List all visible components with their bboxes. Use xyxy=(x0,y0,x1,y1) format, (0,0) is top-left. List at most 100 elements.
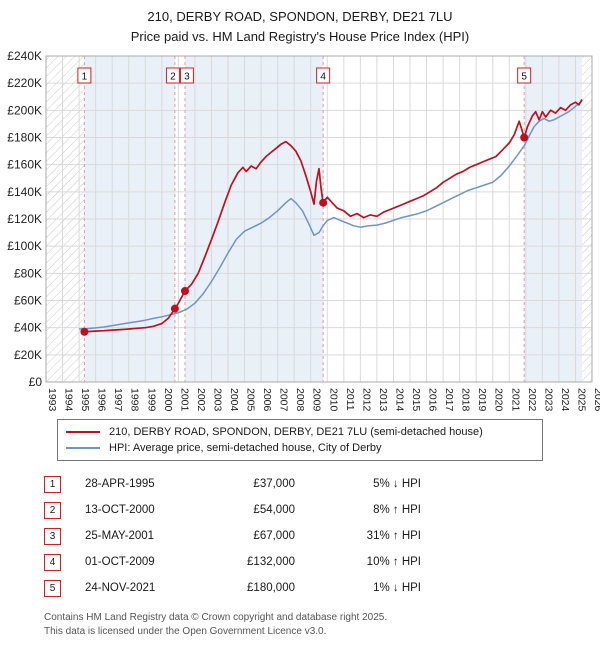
transaction-date: 13-OCT-2000 xyxy=(85,504,155,516)
transaction-number-badge: 4 xyxy=(44,553,61,571)
sale-marker xyxy=(80,327,89,336)
svg-text:2006: 2006 xyxy=(261,388,273,412)
svg-text:2014: 2014 xyxy=(393,388,405,412)
plot-border xyxy=(45,55,593,383)
sale-number: 4 xyxy=(320,72,326,83)
property-line-swatch xyxy=(66,431,100,433)
transaction-hpi-delta: 10% ↑ HPI xyxy=(366,556,421,568)
transaction-row: 4 01-OCT-2009 £132,000 10% ↑ HPI xyxy=(44,549,600,575)
svg-text:2010: 2010 xyxy=(327,388,339,412)
svg-text:1997: 1997 xyxy=(112,388,124,412)
transaction-hpi-delta: 5% ↓ HPI xyxy=(373,478,421,490)
svg-text:£20K: £20K xyxy=(14,348,42,362)
transaction-row: 2 13-OCT-2000 £54,000 8% ↑ HPI xyxy=(44,497,600,523)
transaction-date: 25-MAY-2001 xyxy=(85,530,155,542)
svg-text:2021: 2021 xyxy=(509,388,521,412)
transaction-price: £67,000 xyxy=(253,530,295,542)
svg-text:2000: 2000 xyxy=(162,388,174,412)
transaction-number-badge: 5 xyxy=(44,579,61,597)
svg-text:1994: 1994 xyxy=(63,388,75,412)
sale-number-box xyxy=(179,67,194,84)
transaction-price: £180,000 xyxy=(247,582,295,594)
transaction-row: 3 25-MAY-2001 £67,000 31% ↑ HPI xyxy=(44,523,600,549)
transaction-date: 24-NOV-2021 xyxy=(85,582,156,594)
transaction-date: 01-OCT-2009 xyxy=(85,556,155,568)
svg-text:2002: 2002 xyxy=(195,388,207,412)
svg-text:2015: 2015 xyxy=(410,388,422,412)
svg-text:£0: £0 xyxy=(29,375,43,389)
svg-text:1995: 1995 xyxy=(79,388,91,412)
hpi-line-swatch xyxy=(66,447,100,449)
page-subtitle: Price paid vs. HM Land Registry's House … xyxy=(130,28,470,44)
svg-text:1998: 1998 xyxy=(129,388,141,412)
chart-legend: 210, DERBY ROAD, SPONDON, DERBY, DE21 7L… xyxy=(57,419,543,461)
transaction-date: 28-APR-1995 xyxy=(85,478,155,490)
transaction-number-badge: 1 xyxy=(44,475,61,493)
hpi-line xyxy=(79,100,583,330)
svg-text:£140K: £140K xyxy=(7,185,42,199)
price-chart-svg: 1 2 3 4 5£0£20K£40K£60K£80K£100K£120K£140K£1… xyxy=(7,49,600,412)
svg-text:2016: 2016 xyxy=(427,388,439,412)
transaction-row: 5 24-NOV-2021 £180,000 1% ↓ HPI xyxy=(44,575,600,601)
transaction-price: £132,000 xyxy=(247,556,295,568)
footer-line-1: Contains HM Land Registry data © Crown c… xyxy=(44,612,388,623)
svg-text:£60K: £60K xyxy=(14,294,42,308)
svg-text:£120K: £120K xyxy=(7,212,42,226)
legend-label-hpi: HPI: Average price, semi-detached house,… xyxy=(109,442,382,454)
property-price-line xyxy=(84,99,583,333)
sale-number-box xyxy=(517,67,532,84)
svg-text:£160K: £160K xyxy=(7,158,42,172)
footer-line-2: This data is licensed under the Open Gov… xyxy=(44,625,327,637)
x-axis-labels: 1993 1994 1995 1996 1997 1998 1999 2000 2001 2002… xyxy=(46,388,600,412)
transaction-row: 1 28-APR-1995 £37,000 5% ↓ HPI xyxy=(44,471,600,497)
svg-text:2012: 2012 xyxy=(360,388,372,412)
transaction-price: £54,000 xyxy=(253,504,295,516)
sale-number-box xyxy=(77,67,92,84)
price-chart: 1 2 3 4 5 £0 £20K £40K £60K £80K £100K £120K £140K £1… xyxy=(0,46,600,416)
svg-text:2008: 2008 xyxy=(294,388,306,412)
sale-marker xyxy=(520,133,529,142)
transaction-table: 1 28-APR-1995 £37,000 5% ↓ HPI 2 13-OCT-… xyxy=(44,471,600,601)
svg-text:2023: 2023 xyxy=(542,388,554,412)
svg-text:2003: 2003 xyxy=(211,388,223,412)
transaction-hpi-delta: 1% ↓ HPI xyxy=(373,582,421,594)
svg-text:2019: 2019 xyxy=(476,388,488,412)
sale-number-box xyxy=(165,67,180,84)
legend-item-property: 210, DERBY ROAD, SPONDON, DERBY, DE21 7L… xyxy=(66,424,534,440)
chart-header: 210, DERBY ROAD, SPONDON, DERBY, DE21 7L… xyxy=(0,0,600,46)
sale-number: 2 xyxy=(170,72,176,83)
svg-text:2005: 2005 xyxy=(245,388,257,412)
transaction-hpi-delta: 8% ↑ HPI xyxy=(373,504,421,516)
sale-marker xyxy=(170,304,179,313)
svg-text:2011: 2011 xyxy=(344,388,356,411)
svg-text:2022: 2022 xyxy=(526,388,538,412)
svg-text:2007: 2007 xyxy=(278,388,290,412)
transaction-number-badge: 3 xyxy=(44,527,61,545)
svg-text:£100K: £100K xyxy=(7,239,42,253)
svg-text:2018: 2018 xyxy=(460,388,472,412)
svg-text:2013: 2013 xyxy=(377,388,389,412)
sale-number-box xyxy=(316,67,331,84)
sale-number: 1 xyxy=(82,72,88,83)
y-axis-labels: £0 £20K £40K £60K £80K £100K £120K £140K £160K £1… xyxy=(7,49,42,389)
svg-text:2009: 2009 xyxy=(311,388,323,412)
sale-number: 5 xyxy=(521,72,527,83)
page-title: 210, DERBY ROAD, SPONDON, DERBY, DE21 7L… xyxy=(147,9,453,24)
transaction-hpi-delta: 31% ↑ HPI xyxy=(366,530,421,542)
svg-text:1993: 1993 xyxy=(46,388,58,412)
svg-text:£240K: £240K xyxy=(7,49,42,63)
svg-text:2024: 2024 xyxy=(559,388,571,412)
svg-text:2020: 2020 xyxy=(493,388,505,412)
sale-number: 3 xyxy=(184,72,190,83)
svg-text:£80K: £80K xyxy=(14,266,42,280)
legend-label-property: 210, DERBY ROAD, SPONDON, DERBY, DE21 7L… xyxy=(109,426,483,438)
svg-text:2004: 2004 xyxy=(228,388,240,412)
svg-text:£220K: £220K xyxy=(7,76,42,90)
svg-text:2025: 2025 xyxy=(575,388,587,412)
svg-text:1999: 1999 xyxy=(145,388,157,412)
legend-item-hpi: HPI: Average price, semi-detached house,… xyxy=(66,440,534,456)
svg-text:£180K: £180K xyxy=(7,131,42,145)
transaction-number-badge: 2 xyxy=(44,501,61,519)
license-footer: Contains HM Land Registry data © Crown c… xyxy=(44,611,600,638)
svg-text:2026: 2026 xyxy=(592,388,600,412)
